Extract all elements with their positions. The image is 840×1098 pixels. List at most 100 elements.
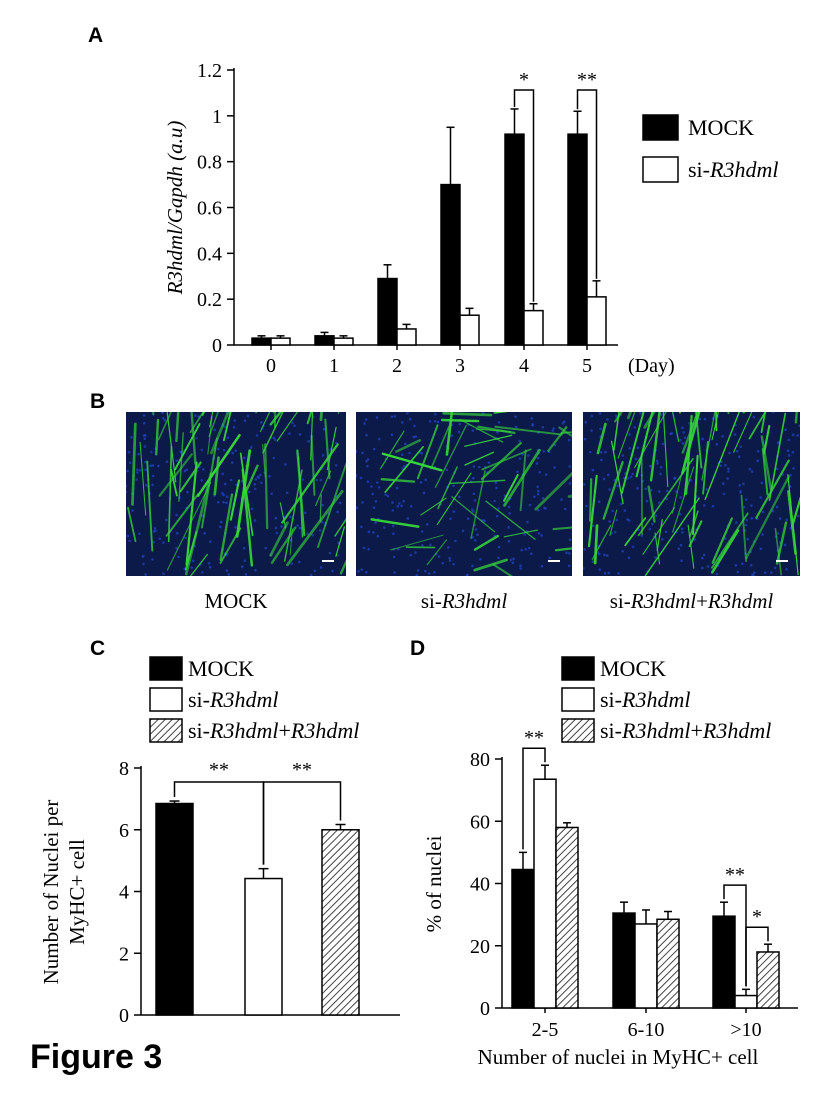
panel-a-y-tick-label: 0.6	[197, 198, 222, 220]
micrograph-nucleus	[372, 447, 376, 451]
micrograph-nucleus	[752, 415, 756, 419]
panel-d-bars	[511, 764, 780, 1009]
panel-a-y-tick-label: 0.2	[197, 289, 222, 311]
micrograph-nucleus	[404, 442, 407, 446]
micrograph-nucleus	[516, 470, 519, 474]
panel-a-y-tick-label: 0	[212, 335, 222, 357]
micrograph-nucleus	[255, 434, 259, 437]
panel-a-x-tick-label: 2	[392, 355, 402, 377]
panel-c-bar-0	[155, 802, 194, 1016]
micrograph-myotube	[481, 448, 532, 471]
micrograph-myotube	[678, 412, 682, 414]
micrograph-myotube	[602, 461, 624, 520]
micrograph-nucleus	[273, 438, 277, 441]
micrograph-myotube	[219, 527, 242, 564]
micrograph-nucleus	[391, 524, 395, 528]
panel-c-bars	[155, 800, 360, 1016]
micrograph-nucleus	[634, 457, 638, 461]
micrograph-myotube	[473, 534, 499, 551]
panel-a-y-axis-title-part: (a.u)	[163, 121, 187, 167]
panel-c-legend-label-part: si-	[188, 718, 210, 743]
micrograph-nucleus	[520, 548, 524, 552]
micrograph-nucleus	[535, 462, 539, 465]
panel-a-legend-label-part: MOCK	[688, 115, 754, 140]
micrograph-myotube	[440, 418, 480, 423]
micrograph-nucleus	[544, 507, 547, 510]
micrograph-myotube	[519, 449, 527, 512]
micrograph-myotube	[609, 509, 618, 536]
micrograph-myotube	[436, 472, 472, 525]
panel-d-legend-label-part: R3hdml	[621, 687, 690, 712]
micrograph-nucleus	[681, 426, 684, 430]
micrograph-nucleus	[321, 503, 325, 507]
micrograph-nucleus	[450, 434, 454, 437]
micrograph-nucleus	[393, 571, 396, 574]
micrograph-myotube	[370, 518, 420, 528]
micrograph-nucleus	[752, 571, 756, 574]
micrograph-myotube	[395, 439, 422, 453]
micrograph-myotube	[244, 464, 259, 494]
panel-c-y-axis-title-line2: MyHC+ cell	[65, 839, 89, 945]
micrograph-nucleus	[250, 507, 254, 511]
micrograph-myotube	[596, 422, 607, 455]
micrograph-nucleus	[334, 463, 338, 467]
micrograph-myotube	[614, 412, 623, 423]
panel-d-bar-s0-c2	[712, 915, 736, 1009]
immunofluorescence-rescue	[583, 412, 800, 576]
micrograph-nucleus	[536, 492, 540, 496]
micrograph-nucleus	[415, 573, 419, 576]
micrograph-nucleus	[296, 524, 299, 527]
micrograph-nucleus	[604, 450, 607, 454]
micrograph-myotube	[662, 412, 669, 488]
micrograph-myotube	[380, 478, 416, 483]
micrograph-nucleus	[627, 556, 631, 560]
micrograph-nucleus	[260, 421, 263, 424]
micrograph-nucleus	[131, 509, 134, 512]
panel-d-significance-star: *	[752, 906, 762, 928]
micrograph-myotube	[760, 435, 773, 492]
micrograph-myotube	[710, 529, 740, 574]
micrograph-nucleus	[523, 533, 526, 536]
micrograph-nucleus	[744, 498, 748, 501]
micrograph-nucleus	[144, 484, 148, 487]
micrograph-nucleus	[149, 464, 153, 468]
micrograph-nucleus	[540, 534, 543, 537]
micrograph-myotube	[426, 539, 448, 566]
micrograph-myotube	[740, 494, 748, 563]
micrograph-nucleus	[659, 465, 663, 469]
micrograph-nucleus	[705, 488, 709, 491]
micrograph-nucleus	[728, 451, 731, 455]
micrograph-myotube	[222, 412, 232, 442]
micrograph-nucleus	[366, 464, 369, 468]
micrograph-nucleus	[608, 488, 611, 491]
micrograph-nucleus	[195, 436, 198, 440]
micrograph-nucleus	[567, 564, 571, 568]
micrograph-nucleus	[568, 538, 572, 541]
micrograph-nucleus	[127, 450, 131, 454]
panel-d-legend-label: si-R3hdml	[600, 687, 690, 712]
micrograph-nucleus	[784, 428, 787, 432]
micrograph-nucleus	[648, 527, 652, 531]
micrograph-nucleus	[142, 562, 145, 566]
panel-c-legend-swatch	[149, 687, 183, 712]
micrograph-nucleus	[665, 497, 668, 501]
micrograph-nucleus	[531, 424, 534, 427]
micrograph-myotube	[727, 412, 730, 415]
micrograph-nucleus	[615, 518, 619, 522]
micrograph-myotube	[534, 471, 572, 511]
panel-c-significance-bracket	[262, 781, 342, 865]
micrograph-nucleus	[222, 448, 226, 452]
micrograph-nucleus	[628, 446, 632, 450]
micrograph-nucleus	[374, 499, 378, 503]
micrograph-nucleus	[225, 569, 229, 572]
micrograph-myotube	[139, 441, 147, 516]
panel-d-bar-s1-c0	[533, 778, 557, 1009]
micrograph-nucleus	[258, 473, 262, 477]
micrograph-myotube	[775, 521, 788, 565]
micrograph-nucleus	[242, 546, 246, 550]
micrograph-nucleus	[403, 464, 406, 468]
panel-a-bars	[251, 108, 607, 346]
micrograph-myotube	[689, 510, 699, 538]
panel-c-y-axis-title-line1: Number of Nuclei per	[39, 800, 63, 985]
